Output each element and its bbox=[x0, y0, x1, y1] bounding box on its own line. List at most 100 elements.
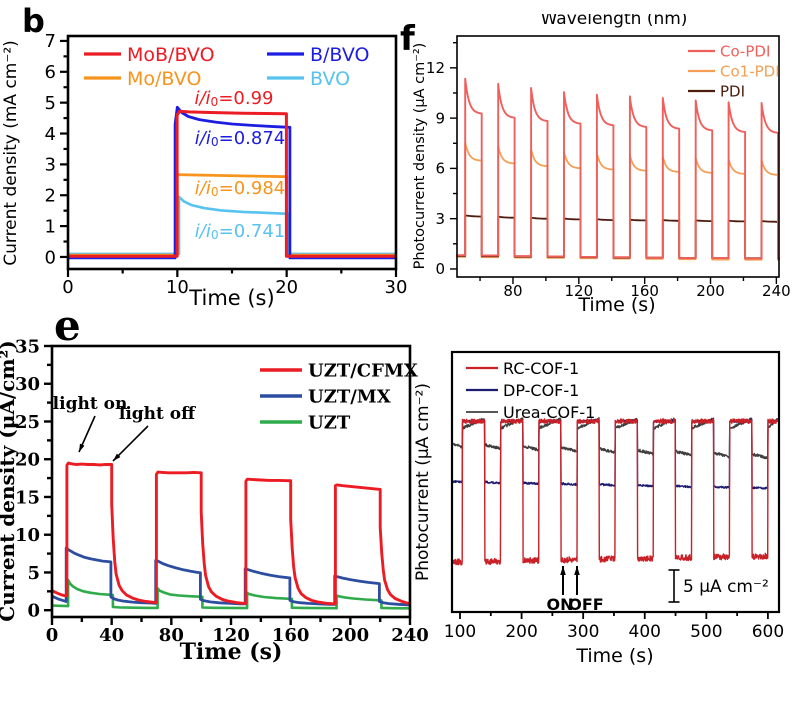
y-tick-label: 3 bbox=[45, 155, 56, 176]
y-axis-title: Current density (mA cm⁻²) bbox=[1, 40, 21, 266]
y-tick-label: 30 bbox=[15, 374, 40, 395]
y-tick-label: 4 bbox=[45, 124, 56, 145]
y-tick-label: 5 bbox=[27, 563, 40, 584]
plot-frame bbox=[50, 344, 412, 619]
annotation-arrow bbox=[560, 566, 566, 595]
y-tick-label: 1 bbox=[45, 216, 56, 237]
y-tick-label: 12 bbox=[426, 59, 445, 77]
y-tick-label: 35 bbox=[15, 336, 40, 357]
x-tick-label: 30 bbox=[385, 277, 408, 298]
y-tick-label: 25 bbox=[15, 412, 40, 433]
series-group bbox=[456, 77, 780, 261]
annotation: light on bbox=[53, 394, 128, 414]
x-tick-label: 200 bbox=[696, 282, 725, 300]
y-tick-label: 0 bbox=[45, 247, 56, 268]
y-tick-label: 0 bbox=[27, 601, 40, 622]
axis-ticks bbox=[60, 39, 398, 277]
scale-bar bbox=[668, 569, 680, 603]
series-UZT/CFMX bbox=[51, 461, 411, 606]
scale-bar-label: 5 μA cm⁻² bbox=[683, 577, 769, 597]
annotation: i/i0=0.741 bbox=[195, 221, 286, 242]
legend-label: Mo/BVO bbox=[127, 68, 202, 90]
x-tick-label: 40 bbox=[99, 625, 124, 646]
x-tick-label: 120 bbox=[212, 625, 250, 646]
x-tick-label: 160 bbox=[272, 625, 310, 646]
tick-labels: 80 120 160 200 240 0 3 6 9 12 bbox=[426, 59, 791, 300]
plot-frame bbox=[456, 35, 780, 278]
x-tick-label: 600 bbox=[752, 622, 784, 642]
legend-label: UZT/CFMX bbox=[308, 360, 418, 381]
legend-label: Urea-COF-1 bbox=[503, 403, 595, 422]
series-UZT bbox=[51, 578, 411, 610]
legend-label: Co-PDI bbox=[720, 42, 770, 60]
legend: RC-COF-1 DP-COF-1 Urea-COF-1 bbox=[466, 359, 595, 422]
tick-labels: 100 200 300 400 500 600 bbox=[444, 622, 784, 642]
panel-f: 80 120 160 200 240 0 3 6 9 12 Time (s) Photocurrent… bbox=[400, 14, 791, 316]
panel-e: 0 40 80 120 160 200 240 0 5 10 15 20 25 30 35 Time (s) C… bbox=[0, 301, 429, 665]
legend-label: UZT bbox=[308, 412, 351, 433]
series-BVO bbox=[67, 195, 397, 256]
annotation: light off bbox=[119, 404, 196, 424]
y-tick-label: 3 bbox=[435, 210, 445, 228]
legend-label: RC-COF-1 bbox=[503, 359, 579, 378]
panel-g: 100 200 300 400 500 600 Time (s) Photocurrent (… bbox=[413, 350, 784, 667]
legend: UZT/CFMX UZT/MX UZT bbox=[260, 360, 418, 433]
x-tick-label: 300 bbox=[567, 622, 599, 642]
annotation: ON bbox=[547, 595, 574, 614]
y-tick-label: 10 bbox=[15, 525, 40, 546]
legend-label: Co1-PDI bbox=[720, 62, 780, 80]
legend-label: MoB/BVO bbox=[127, 44, 215, 66]
legend-label: B/BVO bbox=[310, 44, 370, 66]
series-Co-PDI bbox=[456, 77, 780, 260]
x-tick-label: 0 bbox=[62, 277, 73, 298]
y-tick-label: 6 bbox=[435, 160, 445, 178]
y-axis-title: Photocurrent (μA cm⁻²) bbox=[413, 383, 433, 581]
top-axis-title: Wavelength (nm) bbox=[541, 14, 688, 29]
legend-label: UZT/MX bbox=[308, 386, 391, 407]
legend: Co-PDI Co1-PDI PDI bbox=[688, 42, 780, 100]
x-tick-label: 200 bbox=[505, 622, 537, 642]
x-axis-title: Time (s) bbox=[188, 286, 274, 310]
x-tick-label: 400 bbox=[629, 622, 661, 642]
x-tick-label: 80 bbox=[159, 625, 184, 646]
legend: MoB/BVO B/BVO Mo/BVO BVO bbox=[84, 44, 370, 90]
plot-frame bbox=[66, 34, 398, 271]
y-tick-label: 7 bbox=[45, 31, 56, 52]
axis-ticks bbox=[44, 344, 412, 625]
plot-frame bbox=[450, 350, 781, 614]
tick-labels: 0 10 20 30 0 1 2 3 4 5 6 7 bbox=[45, 31, 408, 298]
panel-b: 0 10 20 30 0 1 2 3 4 5 6 7 Time (s) Current density (… bbox=[1, 2, 407, 310]
x-tick-label: 120 bbox=[564, 282, 593, 300]
panel-letter: e bbox=[54, 301, 81, 350]
y-tick-label: 20 bbox=[15, 450, 40, 471]
x-tick-label: 0 bbox=[46, 625, 59, 646]
y-tick-label: 15 bbox=[15, 487, 40, 508]
x-tick-label: 200 bbox=[332, 625, 370, 646]
x-tick-label: 500 bbox=[690, 622, 722, 642]
legend-label: PDI bbox=[720, 82, 745, 100]
legend-label: BVO bbox=[310, 68, 350, 90]
panel-letter: f bbox=[400, 19, 416, 59]
x-axis-title: Time (s) bbox=[577, 294, 655, 316]
series-MoB/BVO bbox=[67, 109, 397, 258]
panel-letter: b bbox=[22, 2, 45, 40]
y-tick-label: 2 bbox=[45, 186, 56, 207]
x-tick-label: 240 bbox=[762, 282, 791, 300]
x-tick-label: 240 bbox=[391, 625, 429, 646]
legend-label: DP-COF-1 bbox=[503, 381, 579, 400]
series-group bbox=[451, 416, 779, 566]
y-axis-title: Current density (μA/cm²) bbox=[0, 340, 19, 621]
y-axis-title: Photocurrent density (μA cm⁻²) bbox=[412, 43, 428, 270]
annotation-arrow bbox=[112, 425, 149, 462]
series-group bbox=[51, 461, 411, 610]
series-group bbox=[67, 105, 397, 260]
x-tick-label: 100 bbox=[444, 622, 476, 642]
annotation: i/i0=0.99 bbox=[194, 88, 273, 109]
annotation: i/i0=0.874 bbox=[195, 128, 286, 149]
x-tick-label: 160 bbox=[630, 282, 659, 300]
y-tick-label: 0 bbox=[435, 260, 445, 278]
y-tick-label: 9 bbox=[435, 109, 445, 127]
x-tick-label: 10 bbox=[166, 277, 189, 298]
